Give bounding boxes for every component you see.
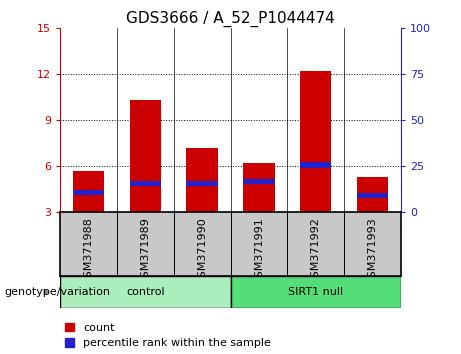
Legend: count, percentile rank within the sample: count, percentile rank within the sample [65,322,271,348]
Bar [60,276,230,308]
Bar [186,181,218,186]
Text: GSM371992: GSM371992 [311,217,321,285]
Bar [230,276,401,308]
Bar [73,190,104,195]
Bar [243,179,275,184]
Text: genotype/variation: genotype/variation [5,287,111,297]
Bar [357,177,388,212]
Text: GSM371993: GSM371993 [367,217,378,285]
Bar [300,71,331,212]
Text: GSM371989: GSM371989 [140,217,150,285]
Bar [73,171,104,212]
Bar [243,163,275,212]
Text: GSM371988: GSM371988 [83,217,94,285]
Bar [300,162,331,167]
Bar [130,101,161,212]
Title: GDS3666 / A_52_P1044474: GDS3666 / A_52_P1044474 [126,11,335,27]
Bar [130,181,161,186]
Text: control: control [126,287,165,297]
Bar [357,193,388,198]
Bar [186,148,218,212]
Text: GSM371990: GSM371990 [197,217,207,285]
Text: SIRT1 null: SIRT1 null [288,287,343,297]
Text: GSM371991: GSM371991 [254,217,264,285]
